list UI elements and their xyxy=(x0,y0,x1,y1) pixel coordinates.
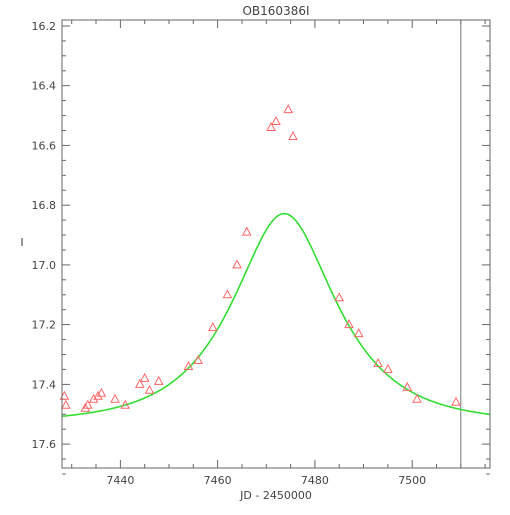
chart-title: OB160386I xyxy=(242,4,309,18)
data-point xyxy=(82,399,93,409)
x-tick-label: 7480 xyxy=(301,474,329,487)
y-tick-label: 16.4 xyxy=(32,80,57,93)
y-tick-label: 16.6 xyxy=(32,139,57,152)
data-point xyxy=(402,381,413,391)
data-point xyxy=(232,259,242,269)
x-tick-label: 7440 xyxy=(106,474,134,487)
data-point xyxy=(134,378,145,388)
data-point xyxy=(80,402,91,412)
data-point xyxy=(144,384,155,394)
model-curve-layer xyxy=(61,212,491,417)
axes: 7440 7460 7480 7500 16.2 16.4 16.6 16.8 17.0 17.2… xyxy=(32,20,490,487)
x-axis-label: JD - 2450000 xyxy=(239,489,312,502)
x-tick-label: 7460 xyxy=(204,474,232,487)
data-point xyxy=(271,115,281,125)
data-point xyxy=(183,360,194,370)
y-tick-label: 17.2 xyxy=(32,319,57,332)
x-tick-label: 7500 xyxy=(398,474,426,487)
y-tick-label: 16.8 xyxy=(32,199,57,212)
model-curve xyxy=(61,212,491,417)
data-point xyxy=(266,121,276,131)
data-point xyxy=(283,104,294,114)
data-points-layer xyxy=(59,104,461,412)
data-point xyxy=(222,289,233,299)
data-point xyxy=(241,226,252,236)
y-tick-label: 17.4 xyxy=(32,378,57,391)
data-point xyxy=(96,387,107,397)
data-point xyxy=(344,319,354,329)
data-point xyxy=(288,130,298,140)
y-tick-label: 16.2 xyxy=(32,20,57,33)
data-point xyxy=(193,354,204,364)
data-point xyxy=(153,375,164,385)
data-point xyxy=(412,393,422,403)
y-axis-label: I xyxy=(20,236,23,249)
data-point xyxy=(373,357,383,367)
data-point xyxy=(353,328,364,338)
y-tick-label: 17.6 xyxy=(32,438,57,451)
data-point xyxy=(61,399,71,409)
data-point xyxy=(383,363,393,373)
y-tick-label: 17.0 xyxy=(32,259,57,272)
data-point xyxy=(451,396,461,406)
data-point xyxy=(93,390,103,400)
data-point xyxy=(334,292,345,302)
data-point xyxy=(120,399,131,409)
plot-frame xyxy=(61,19,491,469)
data-point xyxy=(139,372,150,382)
data-point xyxy=(88,393,99,403)
data-point xyxy=(207,322,218,332)
data-point xyxy=(110,393,120,403)
